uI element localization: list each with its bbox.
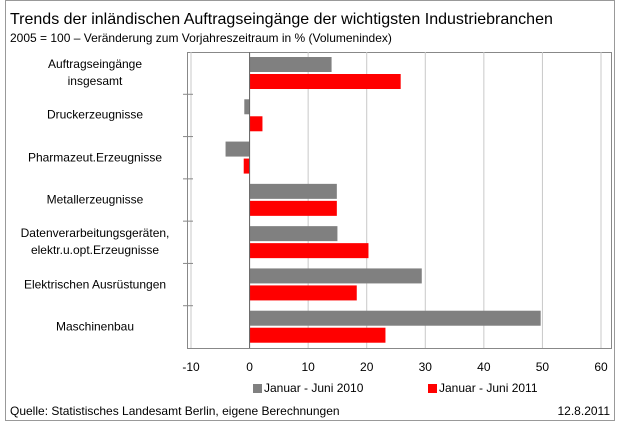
bar bbox=[225, 141, 250, 157]
y-tick-label: Druckerzeugnisse bbox=[46, 107, 144, 122]
x-tick-label: 50 bbox=[536, 360, 550, 374]
date: 12.8.2011 bbox=[558, 404, 611, 418]
chart-title: Trends der inländischen Auftragseingänge… bbox=[10, 11, 553, 28]
chart-subtitle: 2005 = 100 – Veränderung zum Vorjahresze… bbox=[10, 31, 392, 45]
x-tick-label: 40 bbox=[477, 360, 491, 374]
legend-swatch bbox=[253, 384, 262, 393]
x-tick-label: 30 bbox=[419, 360, 433, 374]
bar bbox=[249, 243, 369, 259]
x-tick-label: 60 bbox=[594, 360, 608, 374]
x-tick-label: 0 bbox=[246, 360, 253, 374]
legend-label: Januar - Juni 2010 bbox=[264, 381, 364, 395]
plot-frame bbox=[187, 52, 612, 349]
bar bbox=[249, 285, 357, 301]
bar bbox=[244, 99, 250, 115]
y-tick-label: Auftragseingänge insgesamt bbox=[47, 57, 143, 89]
bar bbox=[249, 200, 337, 216]
x-tick-label: 10 bbox=[301, 360, 315, 374]
x-tick-label: 20 bbox=[360, 360, 374, 374]
bar bbox=[249, 327, 386, 343]
y-tick-label: Metallerzeugnisse bbox=[46, 192, 144, 207]
y-tick-label: Maschinenbau bbox=[55, 319, 135, 334]
legend-swatch bbox=[428, 384, 437, 393]
y-tick-label: Elektrischen Ausrüstungen bbox=[23, 277, 167, 292]
bar bbox=[243, 158, 250, 174]
bar bbox=[249, 116, 263, 132]
x-tick-label: -10 bbox=[182, 360, 200, 374]
legend-label: Januar - Juni 2011 bbox=[439, 381, 538, 395]
bar bbox=[249, 310, 541, 326]
bar bbox=[249, 268, 422, 284]
y-tick-label: Pharmazeut.Erzeugnisse bbox=[27, 150, 163, 165]
bar bbox=[249, 226, 338, 242]
bar bbox=[249, 74, 401, 89]
bar bbox=[249, 57, 332, 72]
source: Quelle: Statistisches Landesamt Berlin, … bbox=[10, 404, 340, 418]
y-tick-label: Datenverarbeitungsgeräten, elektr.u.opt.… bbox=[20, 226, 170, 258]
bar bbox=[249, 183, 337, 199]
